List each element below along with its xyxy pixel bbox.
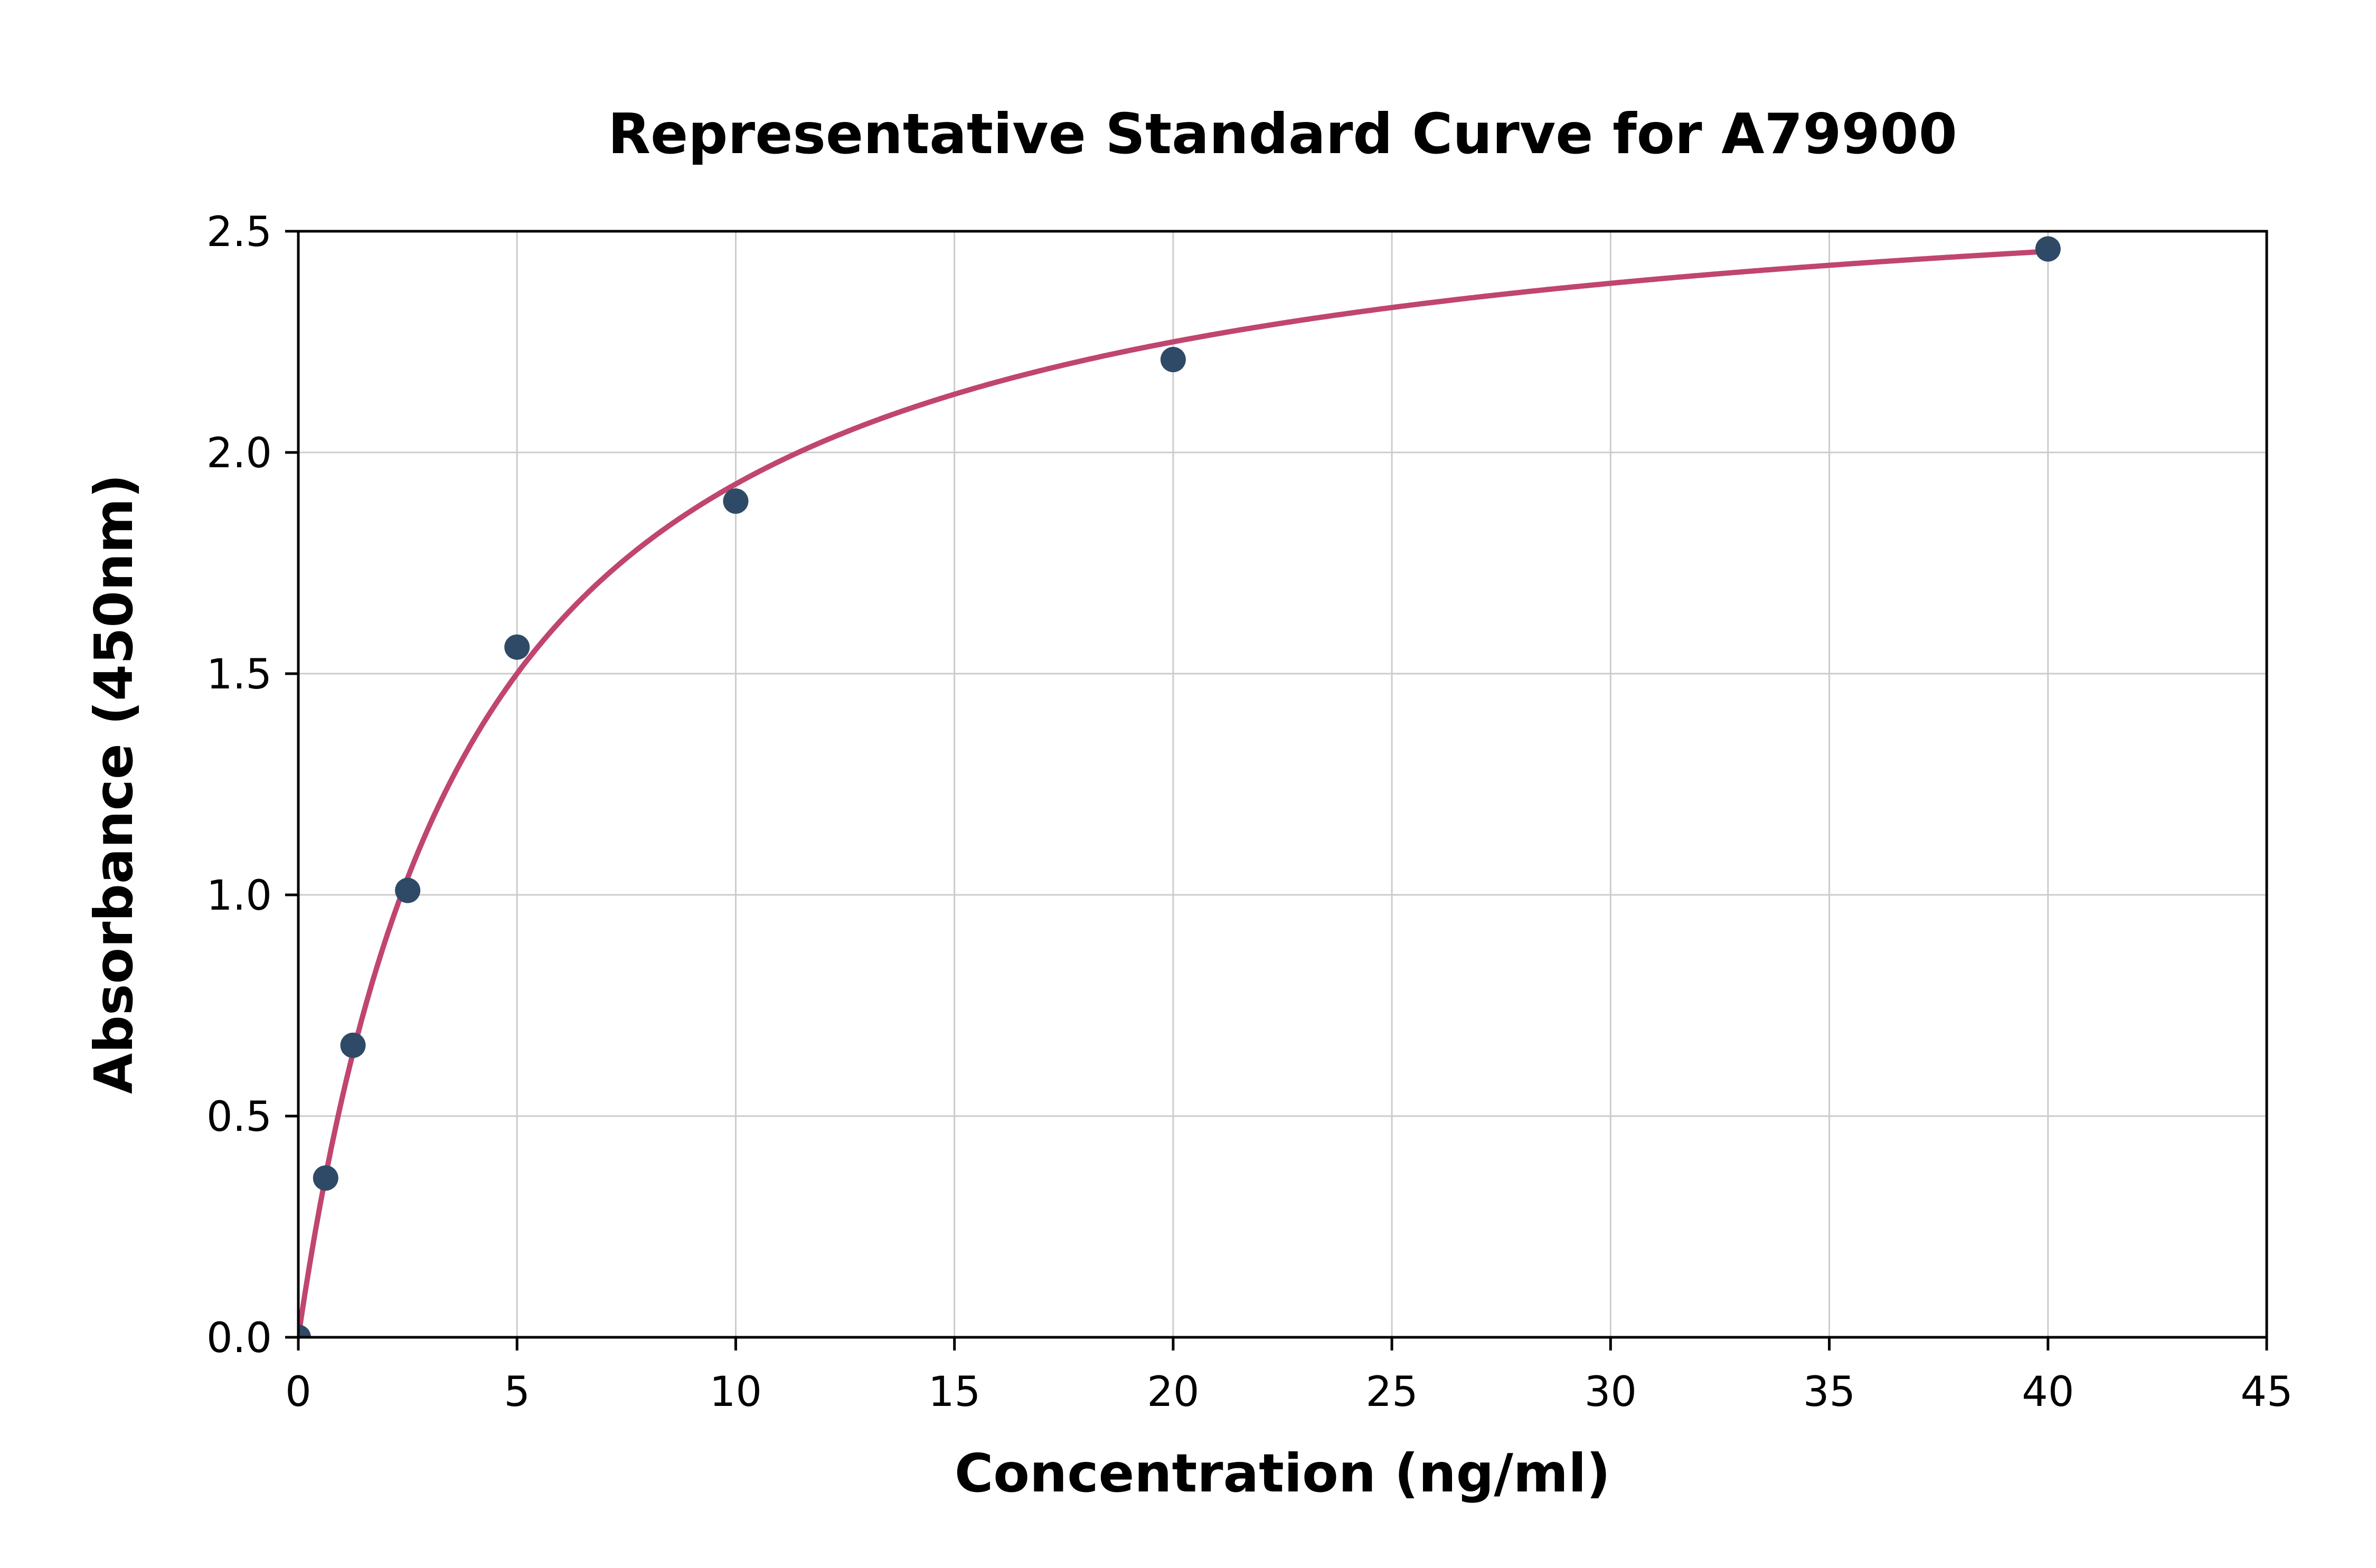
- y-tick-label: 2.0: [206, 430, 272, 477]
- gridlines: [297, 230, 2268, 1338]
- y-tick-label: 0.5: [206, 1093, 272, 1141]
- data-point: [1160, 347, 1186, 373]
- x-axis-label: Concentration (ng/ml): [955, 1442, 1610, 1504]
- y-axis-label: Absorbance (450nm): [83, 474, 145, 1094]
- data-point: [313, 1165, 338, 1191]
- fit-curve: [298, 249, 2051, 1337]
- x-tick-label: 35: [1803, 1368, 1855, 1416]
- data-point: [723, 488, 749, 514]
- data-point: [340, 1032, 366, 1058]
- x-tick-label: 15: [928, 1368, 980, 1416]
- data-point: [504, 634, 530, 660]
- data-point: [298, 1325, 311, 1337]
- data-point: [2035, 236, 2061, 262]
- y-tick-label: 1.5: [206, 651, 272, 698]
- x-tick-label: 0: [285, 1368, 312, 1416]
- x-tick-label: 45: [2240, 1368, 2293, 1416]
- axes: 0 5 10 15 20 25 30 35 40 45 0.0 0.5 1.0 1.5 2.0 2.5: [206, 209, 2293, 1416]
- x-tick-label: 5: [504, 1368, 530, 1416]
- series-layer: [298, 236, 2061, 1337]
- data-point: [395, 877, 421, 903]
- y-tick-label: 2.5: [206, 209, 272, 256]
- x-tick-label: 20: [1147, 1368, 1199, 1416]
- plot-border: [297, 230, 2268, 1339]
- x-tick-label: 25: [1365, 1368, 1418, 1416]
- x-tick-label: 10: [710, 1368, 762, 1416]
- y-tick-label: 0.0: [206, 1315, 272, 1362]
- x-tick-label: 40: [2022, 1368, 2074, 1416]
- x-tick-label: 30: [1585, 1368, 1637, 1416]
- y-tick-label: 1.0: [206, 872, 272, 920]
- chart-title: Representative Standard Curve for A79900: [608, 102, 1957, 166]
